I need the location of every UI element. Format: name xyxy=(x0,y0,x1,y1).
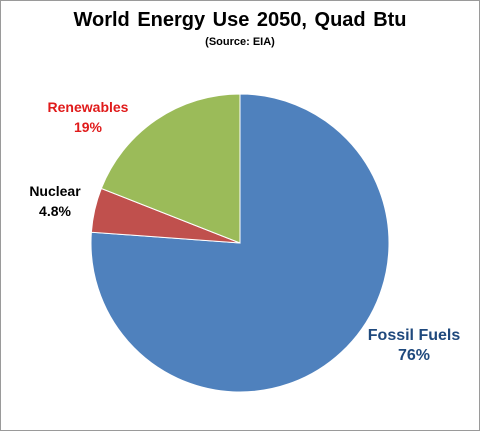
label-fossil-name: Fossil Fuels xyxy=(367,327,461,344)
chart-subtitle: (Source: EIA) xyxy=(205,36,275,48)
label-renewables-name: Renewables xyxy=(47,99,129,115)
label-nuclear-value: 4.8% xyxy=(39,203,71,219)
pie-slice-renewables xyxy=(100,93,241,244)
label-fossil-value: 76% xyxy=(397,347,431,364)
label-nuclear: Nuclear 4.8% xyxy=(15,181,95,221)
label-fossil: Fossil Fuels 76% xyxy=(359,326,469,366)
label-renewables-value: 19% xyxy=(73,119,103,135)
label-renewables: Renewables 19% xyxy=(33,97,143,137)
label-nuclear-name: Nuclear xyxy=(29,183,81,199)
pie-slice-fossil-fuels xyxy=(90,93,390,393)
chart-title: World Energy Use 2050, Quad Btu xyxy=(73,9,407,31)
